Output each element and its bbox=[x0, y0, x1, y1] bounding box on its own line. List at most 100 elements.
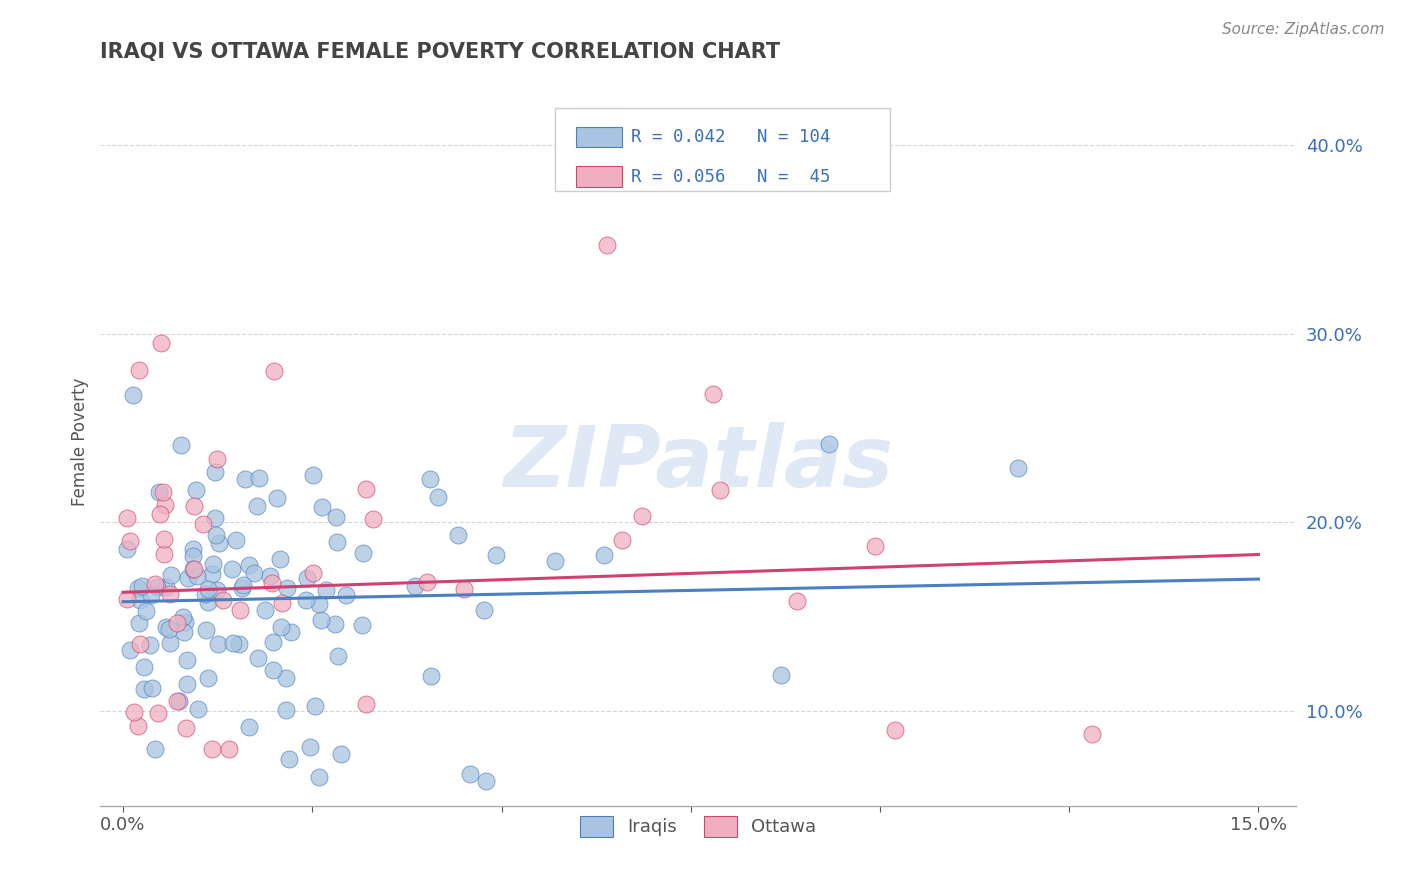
Point bbox=[596, 237, 619, 252]
Point bbox=[181, 549, 204, 564]
Point bbox=[311, 500, 333, 514]
Point bbox=[354, 482, 377, 496]
Point bbox=[299, 739, 322, 754]
Point bbox=[135, 604, 157, 618]
Point bbox=[153, 533, 176, 547]
Point bbox=[153, 547, 176, 561]
Point bbox=[309, 613, 332, 627]
Point bbox=[475, 774, 498, 789]
Point bbox=[245, 499, 267, 513]
Point bbox=[544, 554, 567, 568]
Point bbox=[238, 558, 260, 573]
Point bbox=[419, 472, 441, 486]
Point bbox=[127, 581, 149, 595]
Point bbox=[157, 622, 180, 636]
Point bbox=[191, 517, 214, 532]
Point bbox=[231, 581, 253, 595]
Text: R = 0.042   N = 104: R = 0.042 N = 104 bbox=[631, 128, 831, 146]
Point bbox=[278, 752, 301, 766]
Point bbox=[194, 587, 217, 601]
Point bbox=[204, 465, 226, 479]
Point bbox=[326, 534, 349, 549]
Point bbox=[205, 583, 228, 598]
Point bbox=[153, 498, 176, 512]
Point bbox=[218, 742, 240, 756]
Point bbox=[197, 671, 219, 685]
Point bbox=[276, 581, 298, 595]
Point bbox=[159, 636, 181, 650]
Point bbox=[453, 582, 475, 596]
Point bbox=[181, 562, 204, 576]
Point bbox=[232, 578, 254, 592]
Point bbox=[276, 703, 298, 717]
Point bbox=[155, 580, 177, 594]
FancyBboxPatch shape bbox=[576, 127, 621, 147]
Point bbox=[262, 663, 284, 677]
Point bbox=[221, 562, 243, 576]
Point bbox=[361, 512, 384, 526]
Point bbox=[1081, 727, 1104, 741]
Point bbox=[201, 557, 224, 571]
Point bbox=[458, 766, 481, 780]
Point bbox=[186, 483, 208, 497]
Point bbox=[472, 603, 495, 617]
FancyBboxPatch shape bbox=[576, 167, 621, 186]
Point bbox=[302, 468, 325, 483]
Point bbox=[141, 681, 163, 695]
FancyBboxPatch shape bbox=[555, 108, 890, 191]
Point bbox=[194, 623, 217, 637]
Point bbox=[181, 542, 204, 557]
Point bbox=[148, 507, 170, 521]
Point bbox=[404, 578, 426, 592]
Point bbox=[183, 562, 205, 576]
Point bbox=[709, 483, 731, 497]
Point bbox=[335, 588, 357, 602]
Point bbox=[274, 671, 297, 685]
Point bbox=[259, 569, 281, 583]
Point bbox=[271, 596, 294, 610]
Point bbox=[297, 571, 319, 585]
Point bbox=[120, 643, 142, 657]
Point bbox=[208, 536, 231, 550]
Point bbox=[174, 615, 197, 629]
Point bbox=[354, 698, 377, 712]
Point bbox=[201, 742, 224, 756]
Point bbox=[129, 637, 152, 651]
Point bbox=[155, 620, 177, 634]
Point bbox=[269, 551, 291, 566]
Point bbox=[326, 648, 349, 663]
Point bbox=[315, 583, 337, 598]
Text: IRAQI VS OTTAWA FEMALE POVERTY CORRELATION CHART: IRAQI VS OTTAWA FEMALE POVERTY CORRELATI… bbox=[100, 42, 780, 62]
Point bbox=[160, 568, 183, 582]
Point bbox=[229, 603, 252, 617]
Point bbox=[238, 720, 260, 734]
Point bbox=[148, 484, 170, 499]
Point bbox=[266, 491, 288, 505]
Point bbox=[143, 741, 166, 756]
Point bbox=[139, 588, 162, 602]
Point bbox=[143, 576, 166, 591]
Point bbox=[769, 667, 792, 681]
Point bbox=[170, 438, 193, 452]
Point bbox=[128, 616, 150, 631]
Point bbox=[485, 548, 508, 562]
Point bbox=[115, 510, 138, 524]
Point bbox=[128, 592, 150, 607]
Point bbox=[197, 582, 219, 596]
Point bbox=[122, 388, 145, 402]
Point bbox=[167, 694, 190, 708]
Point bbox=[122, 705, 145, 719]
Point bbox=[132, 681, 155, 696]
Point bbox=[325, 510, 347, 524]
Point bbox=[786, 594, 808, 608]
Point bbox=[187, 702, 209, 716]
Point bbox=[176, 653, 198, 667]
Point bbox=[817, 437, 839, 451]
Point bbox=[630, 508, 652, 523]
Point bbox=[207, 637, 229, 651]
Point bbox=[329, 747, 352, 762]
Point bbox=[352, 546, 374, 560]
Point bbox=[323, 617, 346, 632]
Point bbox=[134, 659, 156, 673]
Point bbox=[884, 723, 907, 738]
